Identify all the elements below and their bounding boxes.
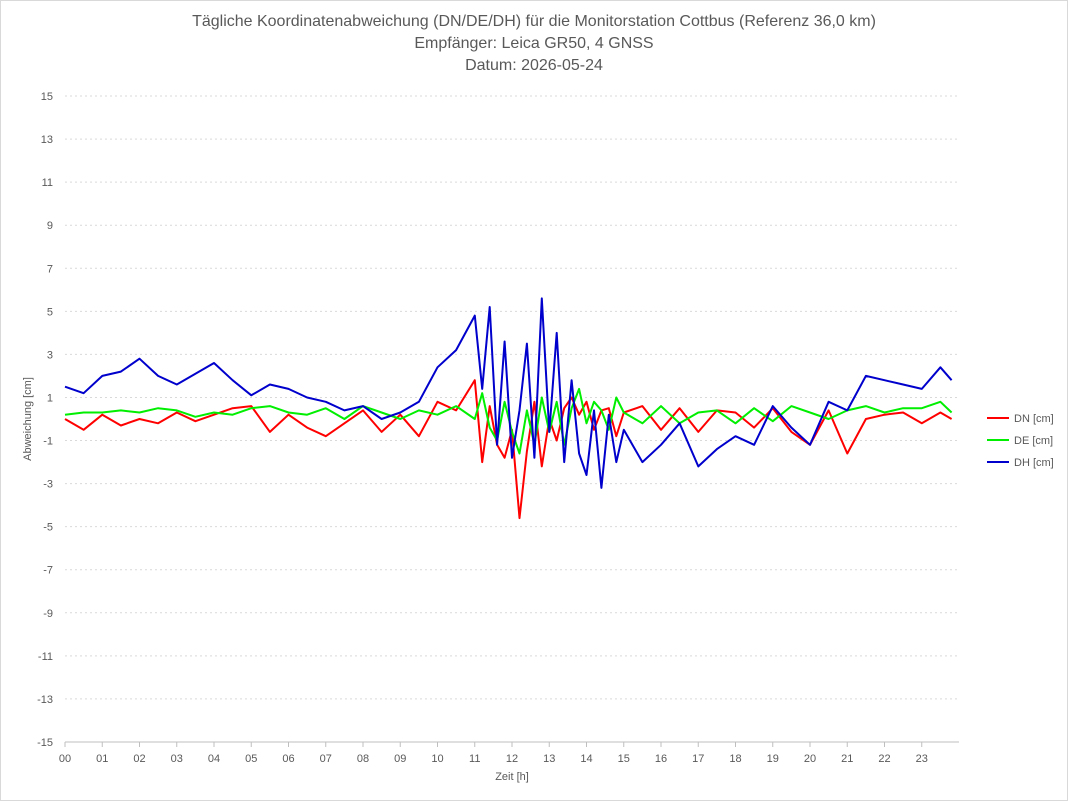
x-tick-label: 15 (618, 753, 630, 765)
y-tick-label: -13 (37, 694, 53, 706)
y-tick-labels: 15 13 11 9 7 5 3 1 -1 -3 -5 -7 -9 -11 -13 -15 (37, 91, 53, 749)
series-lines (64, 297, 953, 520)
y-tick-label: 9 (47, 220, 53, 232)
series-line-dh (64, 297, 953, 489)
chart-date-label: Datum: 2026-05-24 (465, 57, 603, 74)
x-tick-label: 07 (320, 753, 332, 765)
y-tick-label: -1 (43, 436, 53, 448)
y-tick-label: -3 (43, 479, 53, 491)
chart-subtitle: Empfänger: Leica GR50, 4 GNSS (414, 35, 654, 52)
y-tick-label: 15 (41, 91, 53, 103)
x-tick-label: 18 (729, 753, 741, 765)
x-tick-label: 00 (59, 753, 71, 765)
x-tick-label: 22 (878, 753, 890, 765)
x-tick-label: 13 (543, 753, 555, 765)
legend: DN [cm] DE [cm] DH [cm] (987, 413, 1054, 469)
y-axis-title: Abweichung [cm] (22, 377, 34, 461)
x-tick-label: 06 (282, 753, 294, 765)
x-tick-label: 14 (580, 753, 592, 765)
x-tick-label: 03 (171, 753, 183, 765)
x-tick-label: 02 (133, 753, 145, 765)
x-tick-label: 08 (357, 753, 369, 765)
x-tick-label: 16 (655, 753, 667, 765)
x-tick-label: 09 (394, 753, 406, 765)
y-tick-label: 1 (47, 392, 53, 404)
legend-label: DE [cm] (1014, 435, 1053, 447)
x-tick-label: 10 (431, 753, 443, 765)
x-tick-labels: 00 01 02 03 04 05 06 07 08 09 10 11 12 13 14 15 16 17 18 19… (59, 742, 928, 765)
x-tick-label: 12 (506, 753, 518, 765)
x-tick-label: 05 (245, 753, 257, 765)
x-tick-label: 20 (804, 753, 816, 765)
y-tick-label: 7 (47, 263, 53, 275)
chart-titles: Tägliche Koordinatenabweichung (DN/DE/DH… (1, 11, 1067, 77)
x-tick-label: 21 (841, 753, 853, 765)
y-tick-label: 13 (41, 134, 53, 146)
x-tick-label: 04 (208, 753, 220, 765)
x-tick-label: 17 (692, 753, 704, 765)
x-tick-label: 19 (767, 753, 779, 765)
y-tick-label: -11 (38, 651, 53, 663)
x-tick-label: 23 (916, 753, 928, 765)
y-tick-label: -5 (43, 522, 53, 534)
grid-lines (65, 95, 959, 743)
x-axis-title: Zeit [h] (495, 771, 529, 783)
y-tick-label: 11 (42, 177, 53, 189)
y-tick-label: -7 (43, 565, 53, 577)
x-tick-label: 01 (96, 753, 108, 765)
y-tick-label: -9 (43, 608, 53, 620)
y-tick-label: 3 (47, 349, 53, 361)
chart-title: Tägliche Koordinatenabweichung (DN/DE/DH… (192, 13, 876, 30)
legend-label: DN [cm] (1014, 413, 1054, 425)
y-tick-label: 5 (47, 306, 53, 318)
legend-label: DH [cm] (1014, 457, 1054, 469)
x-tick-label: 11 (469, 753, 480, 765)
y-tick-label: -15 (37, 737, 53, 749)
